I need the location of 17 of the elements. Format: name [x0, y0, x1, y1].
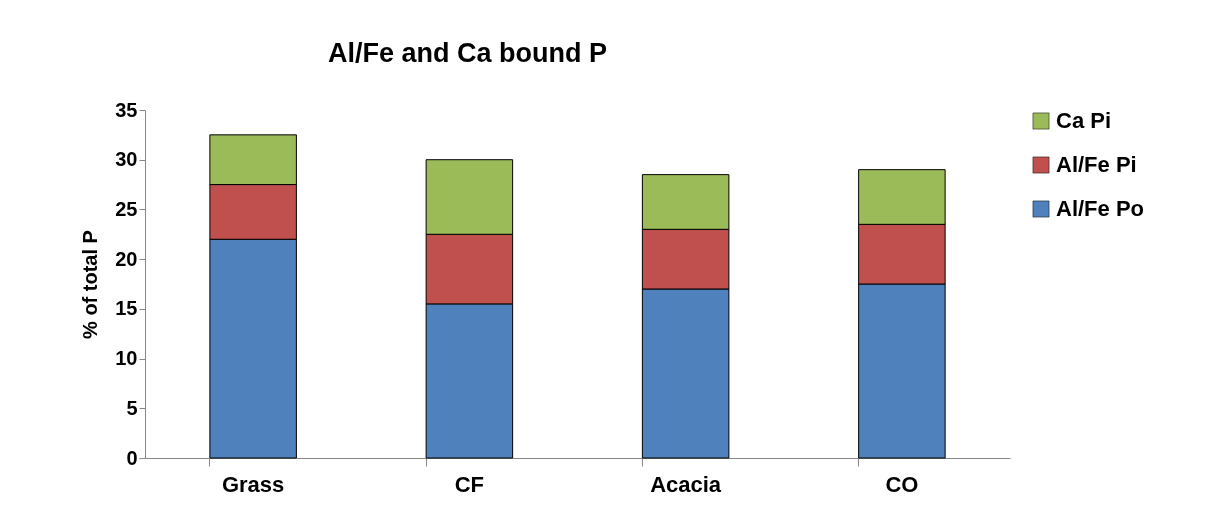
chart-title: Al/Fe and Ca bound P — [327, 38, 608, 68]
y-tick-label: 0 — [126, 446, 138, 469]
y-axis-title: % of total P — [79, 230, 102, 339]
y-tick-label: 25 — [115, 197, 138, 220]
y-tick-label: 5 — [126, 396, 138, 419]
y-tick-label: 35 — [115, 98, 138, 121]
y-tick-label: 10 — [115, 347, 138, 370]
x-tick-label: Acacia — [650, 471, 722, 497]
legend-label: Al/Fe Pi — [1056, 152, 1137, 177]
y-tick-label: 15 — [115, 297, 138, 320]
x-tick-label: CF — [454, 471, 485, 497]
legend-label: Ca Pi — [1056, 108, 1112, 133]
legend-label: Al/Fe Po — [1056, 196, 1145, 221]
x-tick-label: CO — [885, 471, 919, 497]
y-tick-label: 20 — [115, 247, 138, 270]
x-tick-label: Grass — [221, 471, 285, 497]
y-tick-label: 30 — [115, 148, 138, 171]
